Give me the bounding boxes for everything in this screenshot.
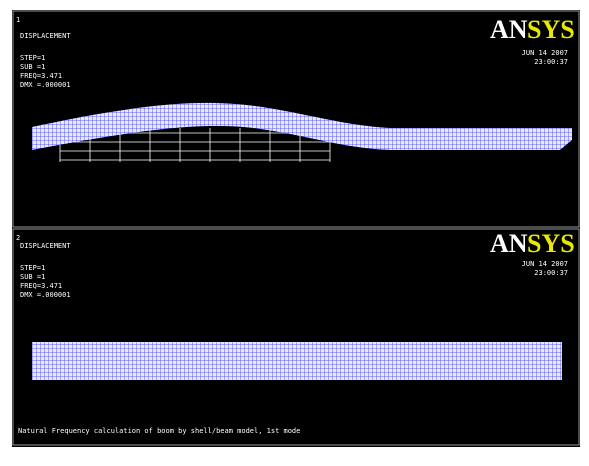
- time: 23:00:37: [534, 269, 568, 277]
- info-line: SUB =1: [20, 273, 45, 281]
- info-line: DMX =.000001: [20, 81, 71, 89]
- panel-number: 2: [16, 234, 20, 242]
- page: 1 DISPLACEMENT STEP=1 SUB =1 FREQ=3.471 …: [0, 0, 589, 466]
- info-line: FREQ=3.471: [20, 282, 62, 290]
- info-line: DISPLACEMENT: [20, 242, 71, 250]
- info-line: DMX =.000001: [20, 291, 71, 299]
- logo-sys: SYS: [527, 15, 575, 44]
- logo-an: AN: [490, 229, 528, 258]
- time: 23:00:37: [534, 58, 568, 66]
- date: JUN 14 2007: [522, 49, 568, 57]
- info-line: STEP=1: [20, 264, 45, 272]
- screen: 1 DISPLACEMENT STEP=1 SUB =1 FREQ=3.471 …: [0, 0, 589, 466]
- date: JUN 14 2007: [522, 260, 568, 268]
- caption: Natural Frequency calculation of boom by…: [18, 427, 300, 435]
- info-line: FREQ=3.471: [20, 72, 62, 80]
- mesh: [32, 342, 562, 380]
- panel-number: 1: [16, 16, 20, 24]
- info-line: STEP=1: [20, 54, 45, 62]
- info-line: DISPLACEMENT: [20, 32, 71, 40]
- info-line: SUB =1: [20, 63, 45, 71]
- logo-sys: SYS: [527, 229, 575, 258]
- logo-an: AN: [490, 15, 528, 44]
